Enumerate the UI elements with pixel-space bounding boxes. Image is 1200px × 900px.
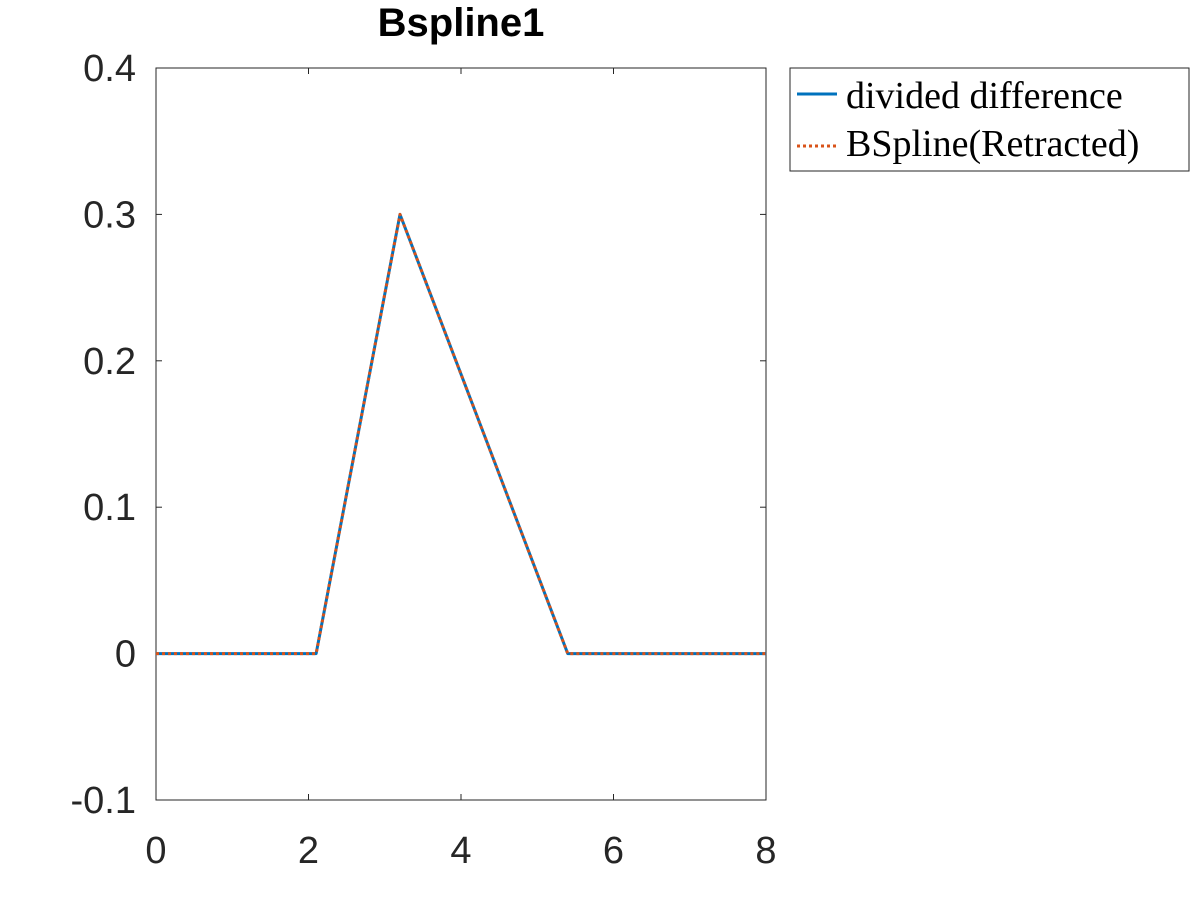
legend-label-divided-difference: divided difference [846,75,1123,117]
x-tick-label: 0 [145,830,166,872]
series-layer [156,212,766,656]
y-tick-label: 0.1 [83,487,136,529]
y-tick-label: 0 [115,634,136,676]
x-tick-label: 4 [450,830,471,872]
y-tick-label: 0.2 [83,341,136,383]
legend[interactable]: divided difference BSpline(Retracted) [789,67,1190,172]
y-tick-label: 0.3 [83,194,136,236]
x-tick-label: 8 [755,830,776,872]
chart-title: Bspline1 [378,1,545,45]
legend-label-bspline-retracted: BSpline(Retracted) [846,123,1139,165]
x-tick-label: 6 [603,830,624,872]
series-line-bspline-retracted [156,212,766,656]
y-tick-label: -0.1 [71,780,136,822]
axes-box [155,67,767,801]
legend-box [789,67,1190,172]
x-tick-label: 2 [298,830,319,872]
plot-area [155,67,767,801]
x-axis: 0 2 4 6 8 [145,68,777,872]
y-tick-label: 0.4 [83,48,136,90]
y-axis: -0.1 0 0.1 0.2 0.3 0.4 [71,48,766,822]
